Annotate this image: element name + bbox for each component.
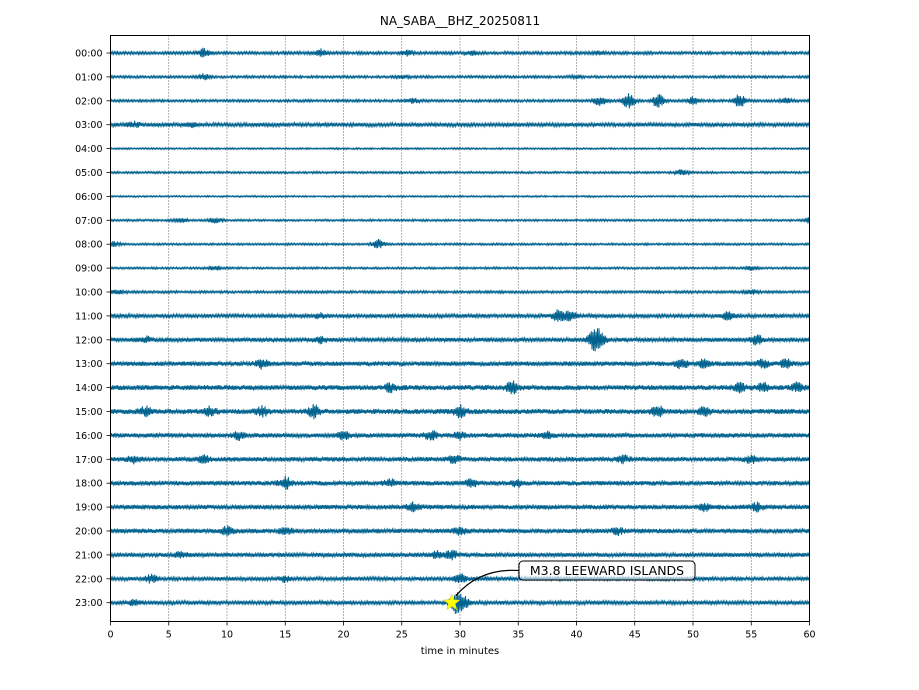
x-tick-label: 0 [107, 630, 113, 641]
row-time-label: 11:00 [75, 311, 102, 322]
row-time-label: 09:00 [75, 264, 102, 275]
seismic-trace [110, 525, 810, 537]
x-tick-label: 50 [687, 630, 699, 641]
seismic-trace [110, 264, 810, 272]
row-time-label: 13:00 [75, 359, 102, 370]
row-time-label: 19:00 [75, 503, 102, 514]
row-time-label: 17:00 [75, 455, 102, 466]
seismic-trace [110, 573, 810, 584]
seismic-trace [110, 47, 810, 58]
seismic-trace [110, 120, 810, 129]
seismic-trace [110, 146, 810, 151]
seismic-trace [110, 217, 810, 224]
seismic-trace [110, 288, 810, 296]
row-time-label: 00:00 [75, 49, 102, 60]
row-time-label: 08:00 [75, 240, 102, 251]
seismic-trace [110, 358, 810, 370]
row-time-label: 06:00 [75, 192, 102, 203]
x-tick-label: 30 [454, 630, 466, 641]
x-tick-label: 5 [166, 630, 172, 641]
x-tick-label: 35 [512, 630, 524, 641]
row-time-label: 10:00 [75, 288, 102, 299]
x-tick-label: 25 [396, 630, 408, 641]
row-time-label: 18:00 [75, 479, 102, 490]
row-time-label: 02:00 [75, 96, 102, 107]
event-star-marker [443, 593, 461, 611]
seismic-trace [110, 328, 810, 352]
seismic-trace [110, 475, 810, 490]
row-time-label: 23:00 [75, 598, 102, 609]
x-tick-label: 60 [803, 630, 815, 641]
x-tick-label: 40 [570, 630, 582, 641]
row-time-label: 15:00 [75, 407, 102, 418]
row-time-label: 07:00 [75, 216, 102, 227]
row-time-label: 01:00 [75, 72, 102, 83]
row-time-label: 22:00 [75, 574, 102, 585]
seismic-trace [110, 404, 810, 420]
seismic-trace [110, 93, 810, 109]
event-arrow [455, 569, 520, 597]
row-time-label: 03:00 [75, 120, 102, 131]
row-time-label: 04:00 [75, 144, 102, 155]
x-tick-label: 15 [279, 630, 291, 641]
x-tick-label: 20 [337, 630, 349, 641]
event-label-box [518, 560, 696, 581]
event-label: M3.8 LEEWARD ISLANDS [530, 563, 684, 578]
seismic-trace [110, 454, 810, 465]
seismic-trace [110, 380, 810, 395]
trace-group [110, 47, 810, 615]
x-tick-label: 10 [221, 630, 233, 641]
x-tick-label: 55 [745, 630, 757, 641]
seismic-trace [110, 73, 810, 81]
row-time-label: 12:00 [75, 335, 102, 346]
seismic-trace [110, 501, 810, 513]
seismic-trace [110, 592, 810, 615]
seismic-trace [110, 194, 810, 199]
plot-frame [110, 35, 810, 622]
x-tick-label: 45 [629, 630, 641, 641]
row-time-label: 20:00 [75, 527, 102, 538]
seismic-trace [110, 169, 810, 176]
x-axis-label: time in minutes [421, 646, 500, 657]
row-time-label: 21:00 [75, 550, 102, 561]
event-annotation-group: M3.8 LEEWARD ISLANDS [443, 560, 696, 611]
row-time-label: 14:00 [75, 383, 102, 394]
seismic-trace [110, 309, 810, 322]
seismic-trace [110, 430, 810, 441]
row-time-label: 16:00 [75, 431, 102, 442]
row-time-label: 05:00 [75, 168, 102, 179]
seismic-trace [110, 549, 810, 561]
seismic-trace [110, 238, 810, 249]
chart-title: NA_SABA__BHZ_20250811 [380, 14, 540, 28]
row-time-labels: 00:00 01:00 02:00 03:00 04:00 05:00 06:00 07:00… [75, 49, 111, 609]
x-tick-group: 0 5 10 15 20 25 30 35 40 45 50 55 60 [107, 621, 816, 641]
